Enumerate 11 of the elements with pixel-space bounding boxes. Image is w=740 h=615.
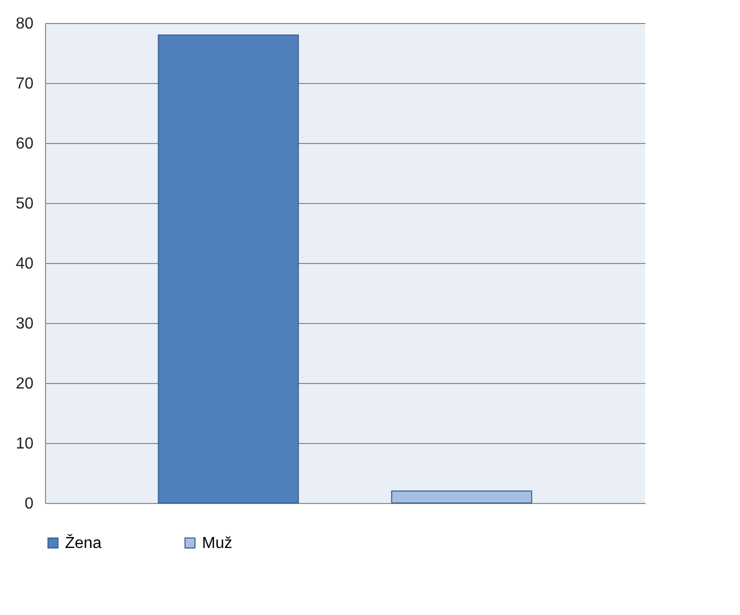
legend-label: Žena xyxy=(65,534,102,552)
y-tick-label: 70 xyxy=(16,76,34,92)
y-tick-label: 60 xyxy=(16,136,34,152)
y-tick-label: 40 xyxy=(16,256,34,272)
y-tick-label: 20 xyxy=(16,376,34,392)
legend-label: Muž xyxy=(202,535,232,552)
y-tick-label: 0 xyxy=(24,496,34,512)
y-tick-label: 50 xyxy=(16,196,34,212)
y-tick-label: 30 xyxy=(16,316,34,332)
y-tick-label: 80 xyxy=(16,16,34,32)
y-tick-label: 10 xyxy=(16,436,34,452)
